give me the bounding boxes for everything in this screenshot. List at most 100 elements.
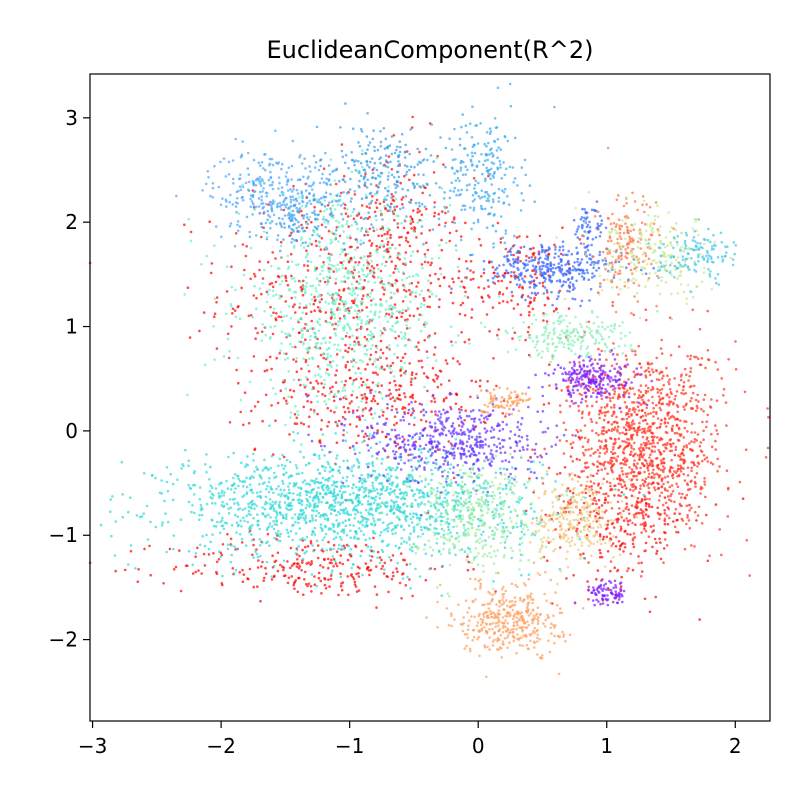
data-point [287,370,291,373]
data-point [191,504,194,507]
data-point [243,507,247,510]
data-point [265,192,269,195]
data-point [362,439,366,443]
data-point [283,488,286,492]
data-point [409,473,413,477]
data-point [285,183,289,186]
data-point [459,166,463,169]
data-point [455,193,458,197]
data-point [271,163,275,167]
data-point [203,363,207,367]
data-point [486,500,490,504]
data-point [309,585,313,588]
data-point [525,235,529,238]
data-point [349,554,353,558]
data-point [373,469,377,473]
data-point [480,533,483,536]
data-point [251,491,254,495]
data-point [273,324,277,328]
data-point [552,309,556,313]
data-point [285,504,289,507]
data-point [342,405,346,409]
data-point [335,519,338,522]
data-point [300,236,303,239]
data-point [520,166,524,169]
data-point [340,493,344,496]
data-point [457,424,461,427]
data-point [331,301,334,305]
data-point [454,179,458,182]
data-point [598,533,602,536]
data-point [362,241,365,245]
data-point [246,463,249,467]
data-point [290,164,294,168]
data-point [290,231,293,235]
data-point [286,180,289,184]
data-point [364,227,368,231]
data-point [423,385,426,389]
data-point [365,401,368,404]
data-point [367,475,370,479]
data-point [409,222,413,225]
data-point [272,294,275,298]
data-point [354,303,358,307]
data-point [266,540,269,544]
data-point [324,478,327,482]
data-point [329,354,333,358]
data-point [305,490,308,494]
data-point [492,357,495,360]
data-point [335,441,339,445]
data-point [370,259,373,263]
data-point [441,456,445,459]
data-point [422,242,425,246]
data-point [469,269,472,272]
data-point [339,501,343,505]
data-point [276,401,280,405]
data-point [362,294,365,298]
data-point [453,186,457,190]
data-point [693,463,696,467]
data-point [367,322,370,325]
data-point [224,312,228,316]
data-point [370,242,374,245]
data-point [311,499,315,502]
data-point [234,205,238,208]
data-point [282,315,286,318]
data-point [493,191,497,195]
data-point [437,305,441,309]
data-point [408,168,411,172]
data-point [385,237,389,240]
data-point [295,218,298,222]
data-point [289,416,292,419]
data-point [314,342,318,345]
data-point [425,350,429,353]
data-point [497,187,501,191]
data-point [292,430,295,434]
data-point [471,193,475,197]
data-point [644,513,648,516]
data-point [289,200,293,204]
data-point [363,168,367,172]
data-point [317,224,320,228]
data-point [323,454,326,457]
data-point [498,429,502,433]
data-point [456,265,460,269]
data-point [406,308,410,311]
data-point [437,256,441,260]
data-point [253,275,257,278]
data-point [353,268,356,272]
data-point [314,298,317,302]
data-point [372,536,375,540]
data-point [362,435,366,439]
data-point [493,117,497,120]
data-point [459,238,463,242]
data-point [332,399,336,403]
data-point [371,484,375,488]
data-point [323,221,326,224]
data-point [186,286,190,290]
data-point [390,202,393,206]
data-point [332,537,336,541]
data-point [172,568,176,571]
data-point [274,293,278,296]
data-point [445,362,449,365]
